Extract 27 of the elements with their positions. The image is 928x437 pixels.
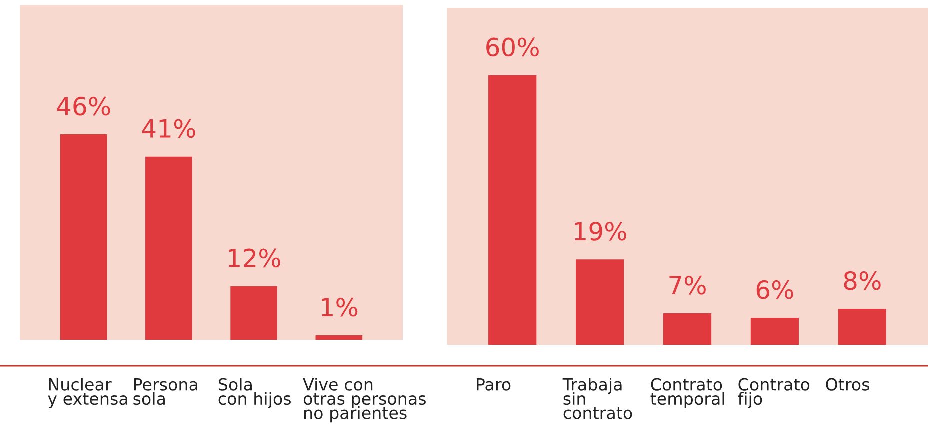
bar [838, 309, 886, 345]
bar [663, 314, 712, 345]
bar [60, 134, 108, 340]
data-label: 60% [486, 38, 539, 57]
data-label: 46% [57, 96, 110, 116]
category-label: Trabaja sin contrato [562, 378, 632, 420]
bar [750, 318, 800, 345]
data-label: 8% [844, 271, 881, 290]
category-label: Contrato fijo [738, 378, 810, 408]
data-label: 19% [575, 222, 626, 241]
category-label: Nuclear y extensa [48, 378, 128, 408]
data-label: 7% [670, 276, 706, 295]
data-label: 6% [756, 280, 794, 300]
category-label: Otros [826, 378, 870, 391]
bar [230, 286, 278, 340]
bar [316, 336, 363, 340]
category-label: Sola con hijos [218, 378, 291, 408]
bar [576, 260, 624, 345]
data-label: 12% [229, 248, 280, 268]
bar [488, 75, 537, 345]
data-label: 1% [322, 298, 358, 317]
category-label: Contrato temporal [650, 378, 724, 408]
data-label: 41% [142, 119, 196, 138]
bar [146, 156, 192, 340]
category-label: Paro [477, 378, 511, 391]
category-label: Persona sola [134, 378, 198, 406]
category-label: Vive con otras personas no parientes [303, 378, 426, 423]
